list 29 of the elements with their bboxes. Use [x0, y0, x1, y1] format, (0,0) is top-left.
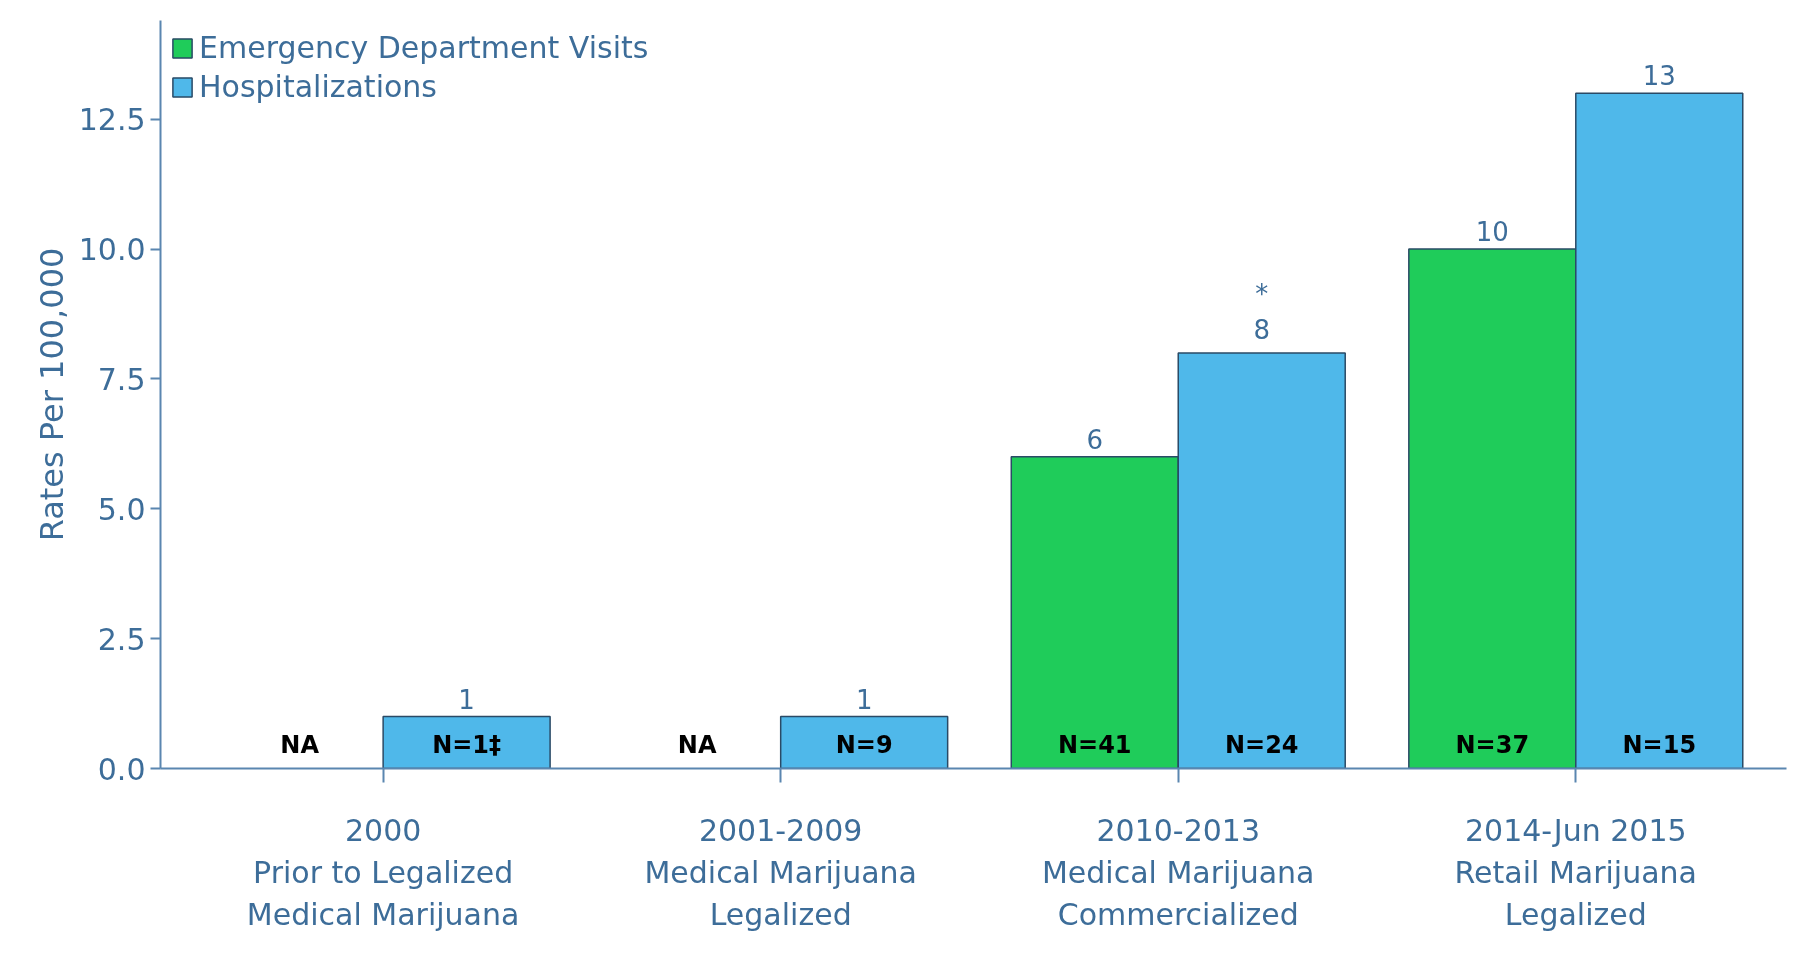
legend-label: Emergency Department Visits	[199, 30, 649, 65]
x-tick-label: 2014-Jun 2015 Retail Marijuana Legalized	[1454, 812, 1697, 932]
annotation: NA	[280, 730, 320, 759]
y-tick-label: 12.5	[78, 102, 146, 138]
y-tick-label: 2.5	[97, 621, 146, 657]
annotation: N=24	[1224, 730, 1299, 759]
x-tick-label: 2010-2013 Medical Marijuana Commercialized	[1041, 812, 1315, 932]
data-label: * 8	[1253, 278, 1270, 345]
data-label: 1	[855, 684, 873, 715]
annotation: N=9	[835, 730, 893, 759]
annotation: NA	[677, 730, 717, 759]
x-tick-label: 2000 Prior to Legalized Medical Marijuana	[246, 812, 520, 932]
x-tick-label: 2001-2009 Medical Marijuana Legalized	[644, 812, 917, 932]
data-label: 1	[458, 684, 475, 715]
legend-label: Hospitalizations	[199, 69, 437, 104]
y-tick-label: 7.5	[97, 361, 146, 397]
bar	[779, 715, 949, 769]
annotation: N=1‡	[432, 730, 502, 759]
data-label: 13	[1642, 61, 1676, 92]
data-label: 6	[1086, 424, 1104, 455]
annotation: N=41	[1057, 730, 1132, 759]
y-tick-label: 0.0	[97, 751, 146, 787]
bar	[382, 715, 551, 769]
annotation: N=15	[1622, 730, 1697, 759]
y-tick-label: 5.0	[97, 491, 146, 527]
data-label: 10	[1475, 217, 1509, 248]
y-tick-label: 10.0	[78, 232, 146, 268]
y-axis-title: Rates Per 100,000	[32, 247, 71, 542]
annotation: N=37	[1455, 730, 1530, 759]
